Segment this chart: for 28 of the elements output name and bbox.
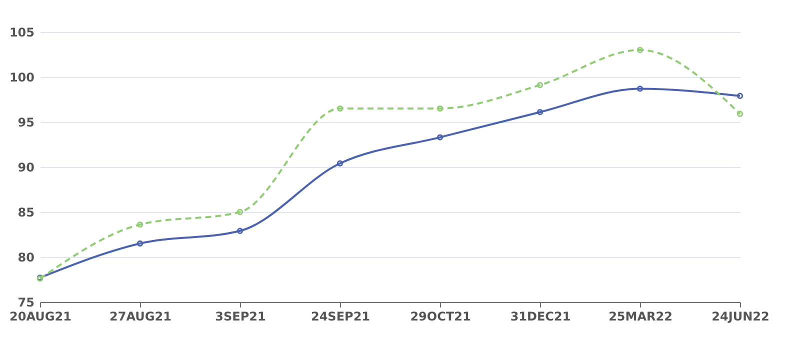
y-tick-label: 95 — [18, 116, 34, 130]
point — [336, 105, 344, 112]
point — [336, 160, 344, 166]
x-tick-label: 29OCT21 — [410, 310, 471, 324]
x-tick-label: 27AUG21 — [110, 310, 172, 324]
x-tick-label: 24SEP21 — [310, 310, 370, 324]
point — [636, 46, 644, 54]
point — [636, 86, 644, 92]
point — [536, 82, 544, 88]
y-tick-label: 75 — [18, 296, 34, 310]
point — [436, 105, 444, 112]
y-tick-label: 105 — [9, 26, 34, 40]
x-tick-label: 24JUN22 — [712, 310, 770, 324]
x-tick-label: 31DEC21 — [510, 310, 571, 324]
x-tick-label: 25MAR22 — [608, 310, 672, 324]
y-tick-label: 80 — [18, 250, 34, 264]
point — [536, 109, 544, 116]
y-tick-label: 100 — [9, 70, 34, 84]
point — [736, 110, 744, 117]
point — [136, 222, 144, 228]
point — [236, 208, 244, 216]
point — [436, 134, 444, 140]
x-tick-label: 20AUG21 — [10, 310, 72, 324]
point — [136, 240, 144, 247]
x-tick-label: 3SEP21 — [215, 310, 266, 324]
y-tick-label: 90 — [18, 160, 34, 174]
point — [236, 228, 244, 234]
y-tick-label: 85 — [18, 206, 34, 220]
